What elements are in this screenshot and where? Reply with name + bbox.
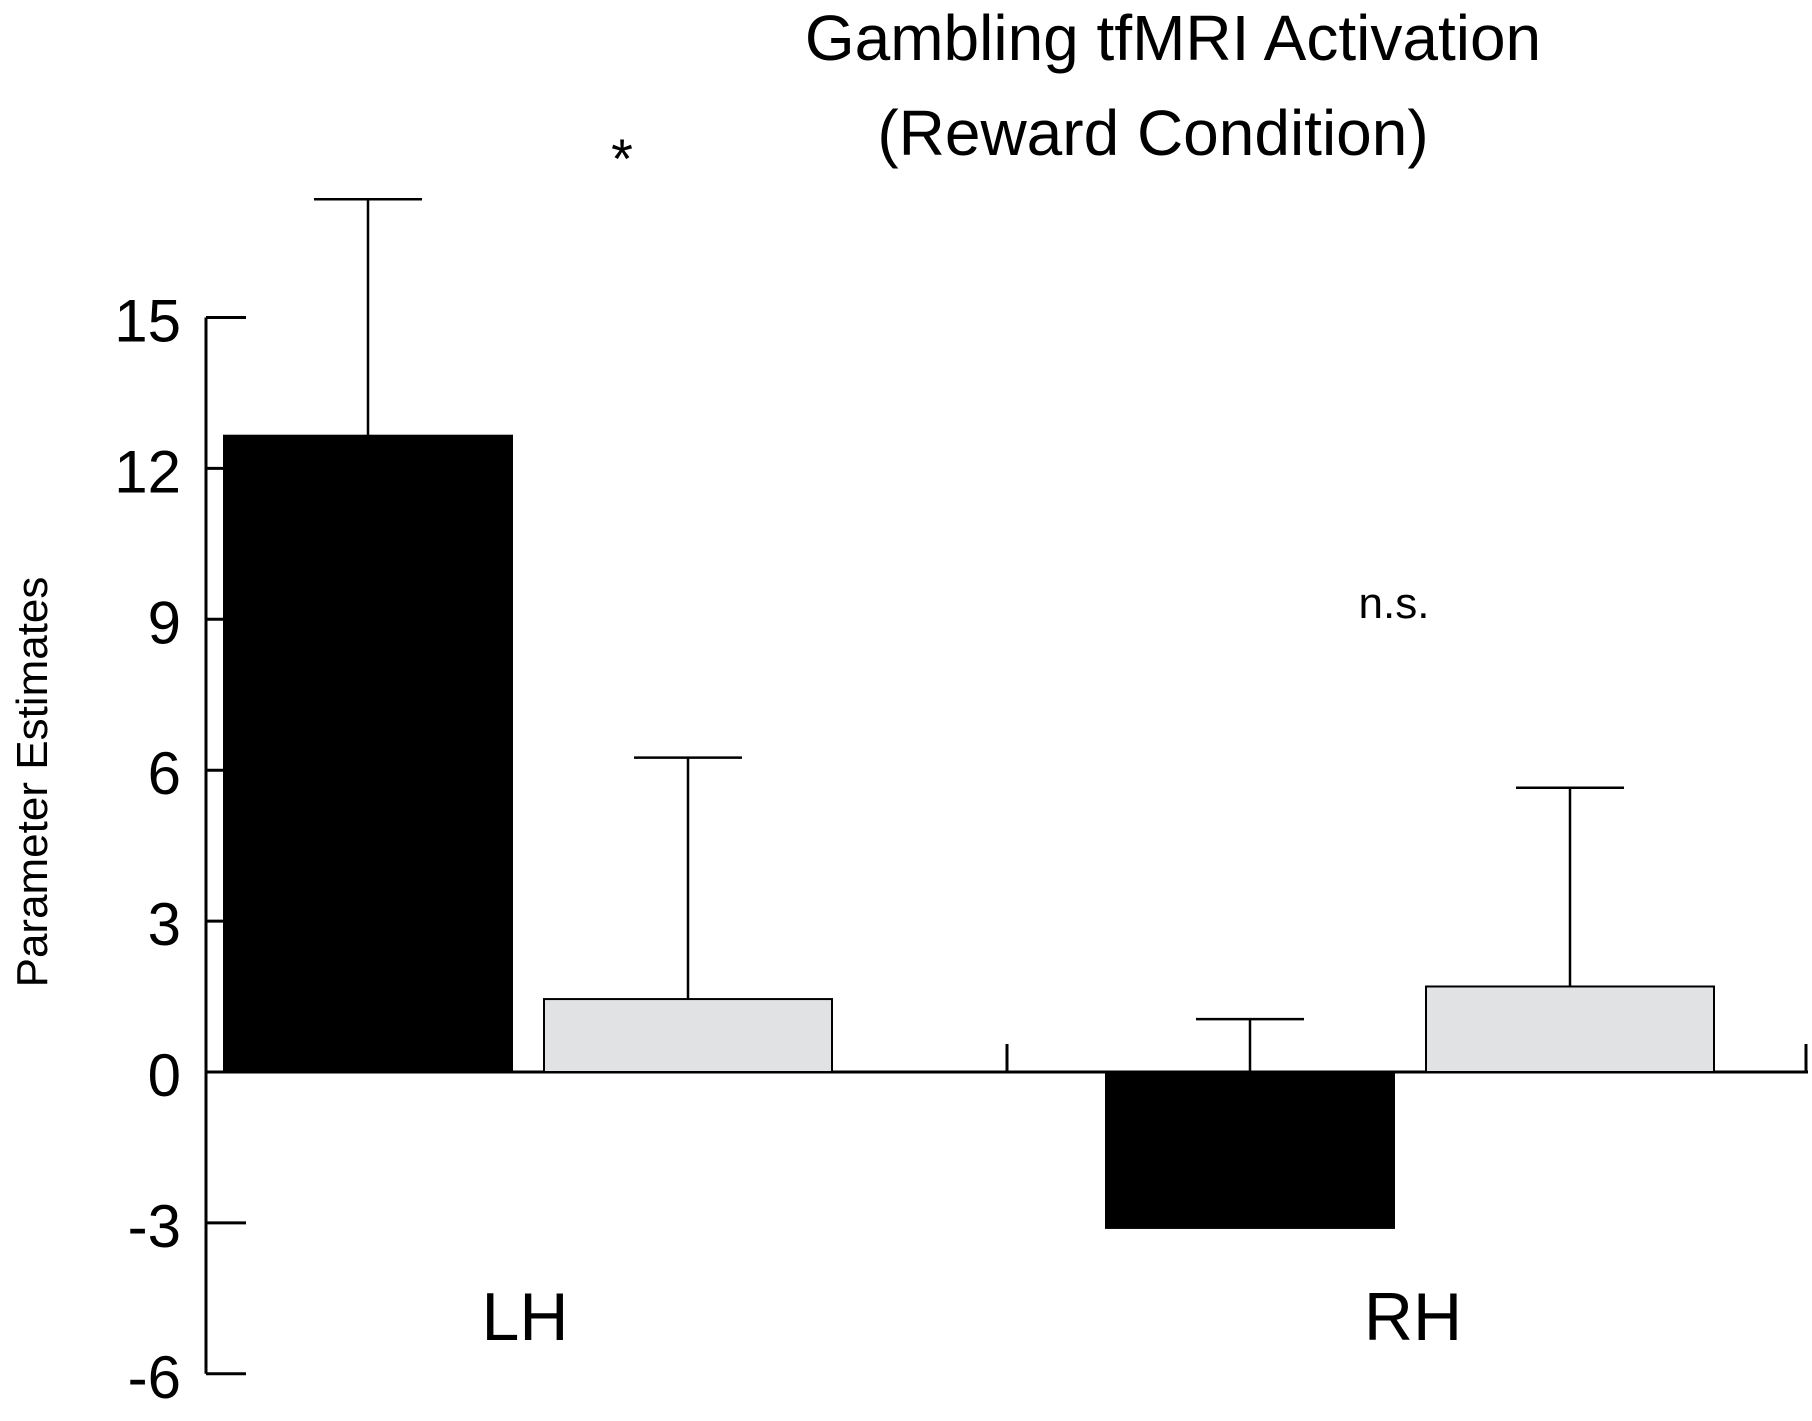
bars <box>223 198 1715 1229</box>
bar-rh-series-2 <box>1425 985 1715 1073</box>
y-tick-label: 12 <box>114 438 181 505</box>
y-tick-label: -6 <box>128 1344 181 1411</box>
y-tick-label: 15 <box>114 288 181 355</box>
y-tick-label: 0 <box>148 1042 181 1109</box>
y-tick-label: 3 <box>148 891 181 958</box>
chart-subtitle: (Reward Condition) <box>877 97 1428 169</box>
labels: 15 12 9 6 3 0 -3 -6 LH RH * n.s. <box>114 127 1462 1411</box>
bar-rh-series-1 <box>1105 1071 1395 1229</box>
significance-annotation-lh: * <box>611 127 633 190</box>
category-label-lh: LH <box>482 1279 569 1355</box>
y-axis-label: Parameter Estimates <box>8 577 57 988</box>
category-label-rh: RH <box>1364 1279 1462 1355</box>
bar-lh-series-2 <box>543 998 833 1073</box>
y-tick-label: -3 <box>128 1193 181 1260</box>
y-tick-label: 6 <box>148 740 181 807</box>
y-tick-label: 9 <box>148 589 181 656</box>
chart-title: Gambling tfMRI Activation <box>805 2 1541 74</box>
bar-lh-series-1 <box>223 434 513 1073</box>
significance-annotation-rh: n.s. <box>1359 579 1430 628</box>
